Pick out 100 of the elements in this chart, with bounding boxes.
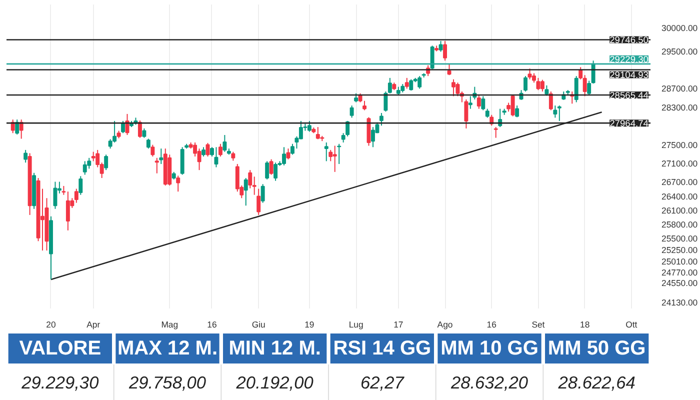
x-tick-label: 20 xyxy=(46,320,56,330)
candlestick xyxy=(456,82,460,97)
candlestick xyxy=(214,146,218,168)
candlestick xyxy=(24,149,28,164)
candlestick xyxy=(91,151,96,162)
candlestick xyxy=(197,148,202,171)
y-tick-label: 25010.00 xyxy=(662,256,698,266)
candlestick xyxy=(324,142,328,162)
candlestick xyxy=(282,146,286,166)
ref-line-label: 28565.44 xyxy=(610,90,649,100)
candlestick xyxy=(66,191,70,231)
y-tick-label: 27100.00 xyxy=(662,158,698,169)
candlestick xyxy=(540,79,544,92)
y-tick-label: 24550.00 xyxy=(662,278,698,288)
ref-line-label: 29746.50 xyxy=(610,35,649,46)
category-label: MAX 12 M. xyxy=(117,338,218,360)
candlestick xyxy=(121,120,125,134)
candlestick xyxy=(104,154,108,171)
candlestick xyxy=(409,78,414,92)
candlestick xyxy=(316,126,320,140)
y-tick-label: 24770.00 xyxy=(662,267,698,278)
candlestick xyxy=(404,77,409,90)
candlestick xyxy=(418,76,422,90)
candlestick xyxy=(476,94,481,110)
candlestick xyxy=(468,96,472,110)
y-tick-label: 28300.00 xyxy=(662,102,698,112)
x-tick-label: 18 xyxy=(580,320,590,330)
y-tick-label: 24130.00 xyxy=(662,297,698,308)
y-tick-label: 26700.00 xyxy=(662,177,698,188)
candlestick xyxy=(430,45,434,70)
candlestick xyxy=(53,181,58,210)
candlestick xyxy=(82,160,87,176)
text: 62,27 xyxy=(360,372,406,392)
text: 28.622,64 xyxy=(557,372,636,392)
candlestick xyxy=(176,175,180,192)
candlestick xyxy=(528,68,532,80)
candlestick xyxy=(202,146,206,157)
candlestick xyxy=(222,134,227,152)
x-tick-label: 17 xyxy=(394,320,404,330)
x-tick-label: Set xyxy=(532,320,546,330)
candlestick xyxy=(19,119,24,140)
x-tick-label: Giu xyxy=(252,320,266,330)
category-label: MM 10 GG xyxy=(440,338,538,360)
ref-line-label: 27964.74 xyxy=(610,118,649,129)
candlestick xyxy=(332,145,337,172)
category-label: MM 50 GG xyxy=(548,338,646,360)
candlestick xyxy=(265,160,270,180)
candlestick xyxy=(298,120,303,140)
candlestick xyxy=(142,128,146,138)
x-tick-label: Mag xyxy=(161,320,178,330)
candlestick xyxy=(256,188,261,216)
category-label: RSI 14 GG xyxy=(333,338,432,360)
candlestick xyxy=(260,184,265,204)
y-tick-label: 26400.00 xyxy=(662,191,698,202)
x-tick-label: Ott xyxy=(626,320,638,330)
candlestick xyxy=(574,76,578,103)
candlestick xyxy=(244,178,248,206)
candlestick xyxy=(379,112,384,126)
text: 28.632,20 xyxy=(450,372,528,392)
candlestick xyxy=(269,158,274,176)
candlestick xyxy=(180,146,184,176)
x-tick-label: Ago xyxy=(437,320,453,330)
y-tick-label: 25250.00 xyxy=(662,245,698,256)
text: 29.229,30 xyxy=(20,372,100,392)
ref-line-label: 29229.30 xyxy=(610,54,649,64)
candlestick xyxy=(337,143,342,164)
candlestick xyxy=(481,96,486,111)
y-tick-label: 30000.00 xyxy=(662,22,698,33)
candlestick xyxy=(248,170,252,189)
candlestick xyxy=(307,120,312,132)
candlestick xyxy=(138,120,142,138)
candlestick xyxy=(15,119,20,136)
x-tick-label: 16 xyxy=(207,320,217,330)
y-tick-label: 29500.00 xyxy=(662,46,698,56)
candlestick xyxy=(557,105,562,122)
x-tick-label: 19 xyxy=(304,320,314,330)
candlestick xyxy=(510,94,515,117)
y-tick-label: 25800.00 xyxy=(662,219,698,230)
candlestick xyxy=(443,40,447,62)
candlestick xyxy=(74,188,78,204)
category-label: VALORE xyxy=(19,338,102,360)
y-tick-label: 25500.00 xyxy=(662,233,698,244)
y-tick-label: 27500.00 xyxy=(662,140,698,150)
candlestick xyxy=(286,148,290,160)
candlestick xyxy=(150,144,155,157)
candlestick xyxy=(350,105,354,118)
candlestick xyxy=(371,126,375,148)
candlestick xyxy=(328,149,333,162)
candlestick xyxy=(78,176,83,196)
candlestick xyxy=(582,74,587,97)
candlestick xyxy=(274,162,278,182)
candlestick xyxy=(494,126,498,138)
candlestick xyxy=(154,157,159,174)
x-tick-label: Apr xyxy=(86,320,100,330)
candlestick xyxy=(218,143,222,157)
candlestick xyxy=(146,138,150,150)
candlestick xyxy=(388,77,392,94)
text: 20.192,00 xyxy=(235,372,314,392)
candlestick xyxy=(10,119,15,134)
x-tick-label: 16 xyxy=(486,320,497,330)
